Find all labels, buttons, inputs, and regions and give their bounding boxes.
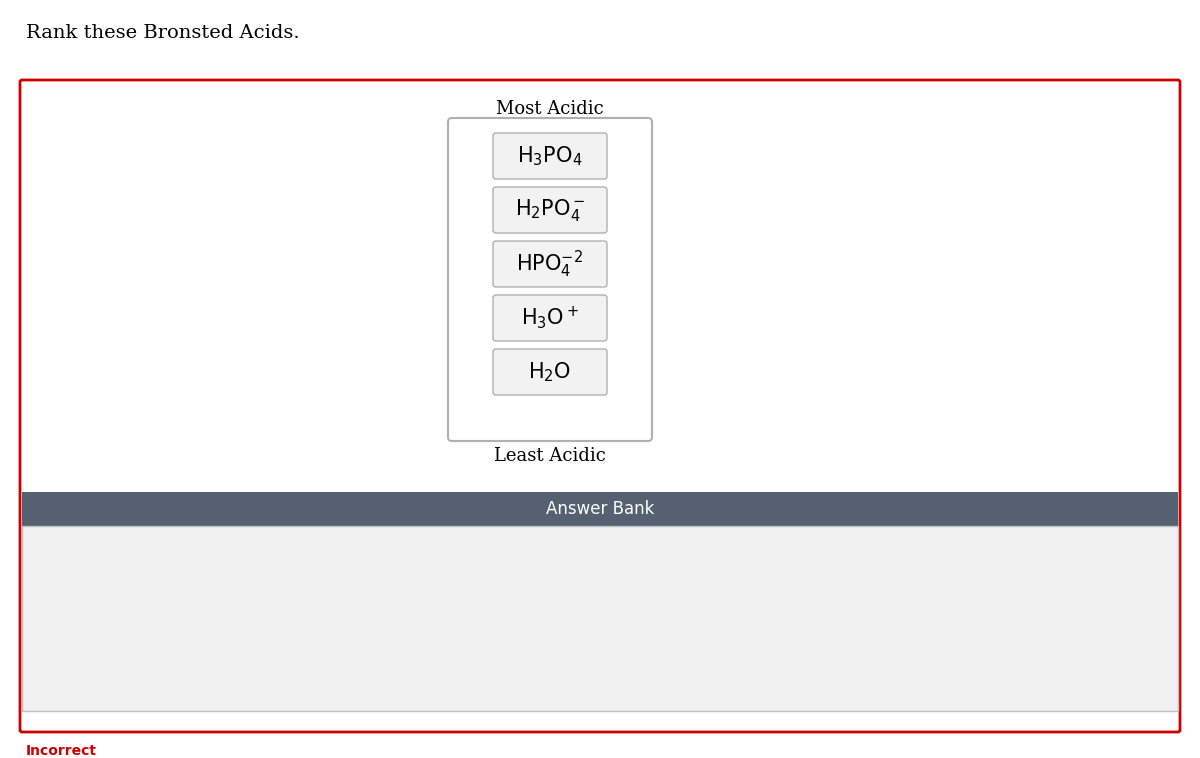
FancyBboxPatch shape xyxy=(20,80,1180,732)
Text: Answer Bank: Answer Bank xyxy=(546,500,654,518)
FancyBboxPatch shape xyxy=(493,241,607,287)
Text: Least Acidic: Least Acidic xyxy=(494,447,606,465)
Text: $\mathregular{H_3O^+}$: $\mathregular{H_3O^+}$ xyxy=(521,305,578,331)
FancyBboxPatch shape xyxy=(493,349,607,395)
Text: $\mathregular{HPO_4^{-2}}$: $\mathregular{HPO_4^{-2}}$ xyxy=(516,249,583,280)
FancyBboxPatch shape xyxy=(448,118,652,441)
Text: $\mathregular{H_2O}$: $\mathregular{H_2O}$ xyxy=(528,360,571,384)
Text: $\mathregular{H_3PO_4}$: $\mathregular{H_3PO_4}$ xyxy=(517,144,583,168)
Bar xyxy=(22,526,1178,711)
FancyBboxPatch shape xyxy=(493,133,607,179)
Text: Rank these Bronsted Acids.: Rank these Bronsted Acids. xyxy=(26,24,300,42)
Text: Most Acidic: Most Acidic xyxy=(496,100,604,118)
Bar xyxy=(22,492,1178,526)
FancyBboxPatch shape xyxy=(493,295,607,341)
Text: Incorrect: Incorrect xyxy=(26,744,97,758)
Text: $\mathregular{H_2PO_4^-}$: $\mathregular{H_2PO_4^-}$ xyxy=(515,197,586,223)
FancyBboxPatch shape xyxy=(493,187,607,233)
